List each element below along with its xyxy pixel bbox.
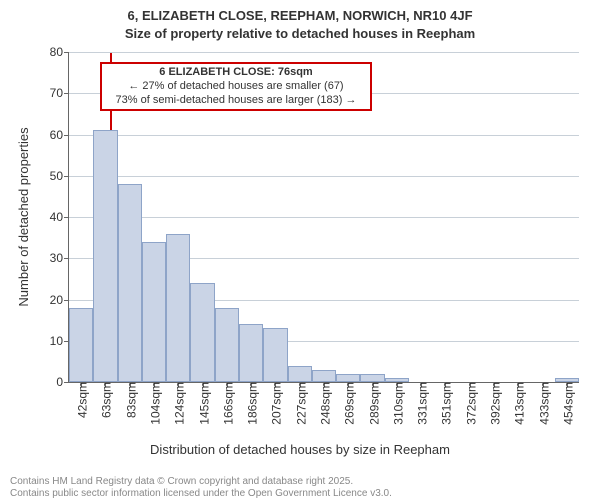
bar [239, 324, 263, 382]
ytick-label: 20 [50, 293, 69, 307]
gridline [69, 176, 579, 177]
xtick-label: 104sqm [146, 382, 163, 425]
bar [312, 370, 336, 382]
ytick-label: 30 [50, 251, 69, 265]
xtick-label: 454sqm [558, 382, 575, 425]
bar [288, 366, 312, 383]
ytick-label: 50 [50, 169, 69, 183]
xtick-label: 351sqm [437, 382, 454, 425]
xtick-label: 269sqm [340, 382, 357, 425]
ytick-label: 60 [50, 128, 69, 142]
ytick-label: 0 [56, 375, 69, 389]
bar [336, 374, 360, 382]
bar [190, 283, 214, 382]
bar [215, 308, 239, 382]
gridline [69, 217, 579, 218]
gridline [69, 52, 579, 53]
bar [360, 374, 384, 382]
xtick-label: 124sqm [170, 382, 187, 425]
ytick-label: 40 [50, 210, 69, 224]
xtick-label: 83sqm [121, 382, 138, 418]
bar [118, 184, 142, 382]
xtick-label: 248sqm [316, 382, 333, 425]
xtick-label: 186sqm [243, 382, 260, 425]
bar [166, 234, 190, 383]
xtick-label: 289sqm [364, 382, 381, 425]
xtick-label: 145sqm [194, 382, 211, 425]
ytick-label: 80 [50, 45, 69, 59]
ytick-label: 70 [50, 86, 69, 100]
xtick-label: 166sqm [218, 382, 235, 425]
chart-container: 6, ELIZABETH CLOSE, REEPHAM, NORWICH, NR… [0, 0, 600, 500]
annotation-line3: 73% of semi-detached houses are larger (… [106, 94, 366, 108]
bar [69, 308, 93, 382]
bar [142, 242, 166, 382]
xtick-label: 42sqm [73, 382, 90, 418]
xtick-label: 331sqm [413, 382, 430, 425]
xtick-label: 372sqm [461, 382, 478, 425]
xtick-label: 433sqm [534, 382, 551, 425]
footer-line1: Contains HM Land Registry data © Crown c… [10, 476, 353, 488]
footer-line2: Contains public sector information licen… [10, 488, 392, 500]
annotation-line1: 6 ELIZABETH CLOSE: 76sqm [106, 66, 366, 80]
y-axis-label: Number of detached properties [16, 127, 31, 306]
ytick-label: 10 [50, 334, 69, 348]
annotation-box: 6 ELIZABETH CLOSE: 76sqm ← 27% of detach… [100, 62, 372, 111]
xtick-label: 207sqm [267, 382, 284, 425]
xtick-label: 392sqm [486, 382, 503, 425]
xtick-label: 310sqm [388, 382, 405, 425]
x-axis-label: Distribution of detached houses by size … [0, 442, 600, 457]
annotation-line2: ← 27% of detached houses are smaller (67… [106, 80, 366, 94]
chart-title-line1: 6, ELIZABETH CLOSE, REEPHAM, NORWICH, NR… [0, 8, 600, 23]
chart-title-line2: Size of property relative to detached ho… [0, 26, 600, 41]
xtick-label: 413sqm [510, 382, 527, 425]
gridline [69, 135, 579, 136]
xtick-label: 227sqm [291, 382, 308, 425]
xtick-label: 63sqm [97, 382, 114, 418]
bar [263, 328, 287, 382]
bar [93, 130, 117, 382]
